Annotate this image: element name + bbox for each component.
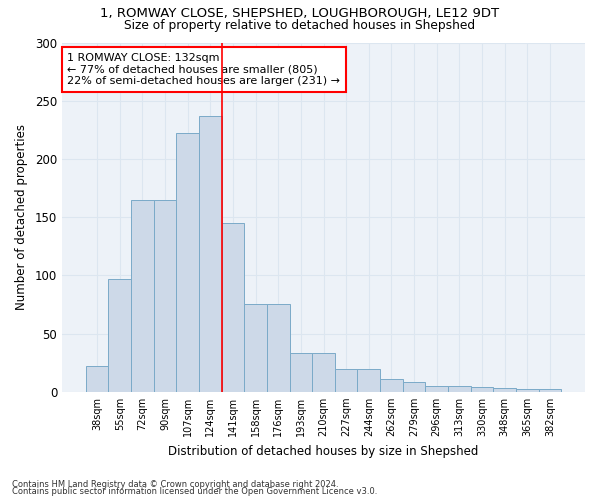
Bar (493, 388, 516, 392)
Text: 1 ROMWAY CLOSE: 132sqm
← 77% of detached houses are smaller (805)
22% of semi-de: 1 ROMWAY CLOSE: 132sqm ← 77% of detached… (67, 53, 340, 86)
Bar (199, 116, 221, 392)
X-axis label: Distribution of detached houses by size in Shepshed: Distribution of detached houses by size … (169, 444, 479, 458)
Bar (516, 390, 539, 392)
Bar (470, 387, 493, 392)
Bar (380, 379, 403, 392)
Bar (312, 354, 335, 392)
Text: Contains HM Land Registry data © Crown copyright and database right 2024.: Contains HM Land Registry data © Crown c… (12, 480, 338, 489)
Bar (403, 382, 425, 392)
Text: 1, ROMWAY CLOSE, SHEPSHED, LOUGHBOROUGH, LE12 9DT: 1, ROMWAY CLOSE, SHEPSHED, LOUGHBOROUGH,… (100, 8, 500, 20)
Bar (358, 368, 380, 392)
Bar (290, 354, 312, 392)
Text: Contains public sector information licensed under the Open Government Licence v3: Contains public sector information licen… (12, 488, 377, 496)
Bar (425, 386, 448, 392)
Bar (448, 386, 470, 392)
Bar (221, 223, 244, 392)
Bar (176, 134, 199, 392)
Y-axis label: Number of detached properties: Number of detached properties (15, 124, 28, 310)
Bar (335, 368, 358, 392)
Bar (86, 366, 109, 392)
Text: Size of property relative to detached houses in Shepshed: Size of property relative to detached ho… (124, 18, 476, 32)
Bar (109, 279, 131, 392)
Bar (267, 304, 290, 392)
Bar (154, 200, 176, 392)
Bar (244, 304, 267, 392)
Bar (539, 390, 561, 392)
Bar (131, 200, 154, 392)
